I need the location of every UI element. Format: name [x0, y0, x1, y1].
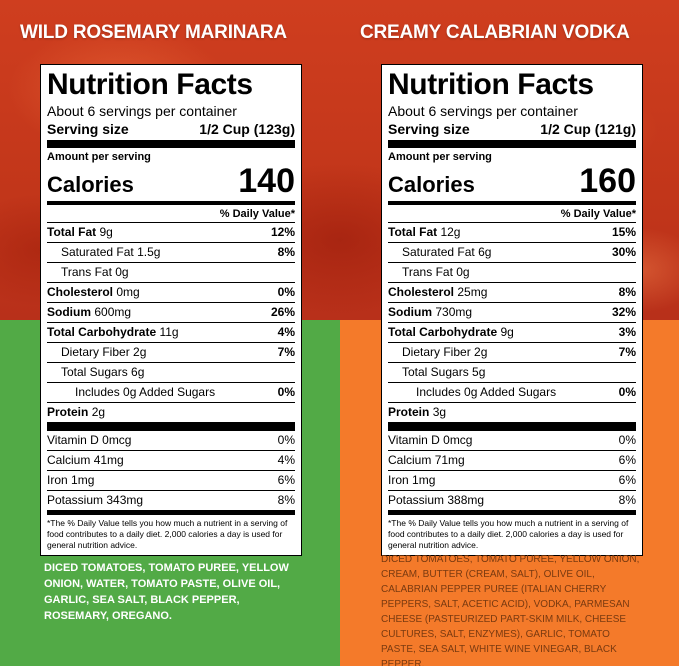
- amount-per-serving: Amount per serving: [388, 151, 492, 163]
- nutrient-row-added-sugars: Includes 0g Added Sugars 0%: [47, 383, 295, 403]
- serving-size-row: Serving size 1/2 Cup (121g): [388, 120, 636, 138]
- nutrition-label-vodka: Nutrition Facts About 6 servings per con…: [381, 64, 643, 556]
- nutrient-row-total-sugars: Total Sugars 5g: [388, 363, 636, 383]
- product-heading-marinara: WILD ROSEMARY MARINARA: [20, 22, 287, 43]
- vitamin-row-potassium: Potassium 388mg 8%: [388, 491, 636, 511]
- vitamin-row-vitamin-d: Vitamin D 0mcg 0%: [47, 431, 295, 451]
- serving-size-row: Serving size 1/2 Cup (123g): [47, 120, 295, 138]
- thick-divider: [47, 140, 295, 148]
- nutrient-row-total-fat: Total Fat 12g 15%: [388, 223, 636, 243]
- nutrient-row-total-fat: Total Fat 9g 12%: [47, 223, 295, 243]
- nutrient-row-total-sugars: Total Sugars 6g: [47, 363, 295, 383]
- daily-value-footnote: *The % Daily Value tells you how much a …: [47, 518, 288, 550]
- daily-value-header: % Daily Value*: [47, 207, 295, 223]
- nutrition-label-marinara: Nutrition Facts About 6 servings per con…: [40, 64, 302, 556]
- serving-size-value: 1/2 Cup (123g): [199, 121, 295, 137]
- nutrient-row-protein: Protein 2g: [47, 403, 295, 423]
- thick-divider: [388, 140, 636, 148]
- amount-per-serving: Amount per serving: [47, 151, 151, 163]
- medium-divider: [47, 511, 295, 515]
- calories-label: Calories: [47, 172, 134, 197]
- nutrient-row-sodium: Sodium 730mg 32%: [388, 303, 636, 323]
- vitamin-row-iron: Iron 1mg 6%: [388, 471, 636, 491]
- calories-value: 140: [238, 162, 295, 200]
- nutrient-row-cholesterol: Cholesterol 25mg 8%: [388, 283, 636, 303]
- nutrient-row-saturated-fat: Saturated Fat 1.5g 8%: [47, 243, 295, 263]
- nutrition-facts-title: Nutrition Facts: [47, 68, 253, 101]
- nutrient-row-trans-fat: Trans Fat 0g: [47, 263, 295, 283]
- thick-divider: [388, 423, 636, 431]
- nutrient-row-dietary-fiber: Dietary Fiber 2g 7%: [388, 343, 636, 363]
- daily-value-header: % Daily Value*: [388, 207, 636, 223]
- vitamin-row-calcium: Calcium 71mg 6%: [388, 451, 636, 471]
- nutrient-row-trans-fat: Trans Fat 0g: [388, 263, 636, 283]
- servings-per-container: About 6 servings per container: [388, 103, 578, 119]
- medium-divider: [388, 201, 636, 205]
- ingredients-vodka: DICED TOMATOES, TOMATO PUREE, YELLOW ONI…: [381, 554, 640, 666]
- nutrient-row-added-sugars: Includes 0g Added Sugars 0%: [388, 383, 636, 403]
- medium-divider: [47, 201, 295, 205]
- product-heading-vodka: CREAMY CALABRIAN VODKA: [360, 22, 630, 43]
- serving-size-label: Serving size: [388, 121, 470, 137]
- calories-row: Calories 160: [388, 164, 636, 198]
- calories-label: Calories: [388, 172, 475, 197]
- nutrient-row-total-carbohydrate: Total Carbohydrate 9g 3%: [388, 323, 636, 343]
- nutrient-row-cholesterol: Cholesterol 0mg 0%: [47, 283, 295, 303]
- nutrition-facts-title: Nutrition Facts: [388, 68, 594, 101]
- calories-value: 160: [579, 162, 636, 200]
- daily-value-footnote: *The % Daily Value tells you how much a …: [388, 518, 629, 550]
- servings-per-container: About 6 servings per container: [47, 103, 237, 119]
- nutrient-row-saturated-fat: Saturated Fat 6g 30%: [388, 243, 636, 263]
- vitamin-row-calcium: Calcium 41mg 4%: [47, 451, 295, 471]
- calories-row: Calories 140: [47, 164, 295, 198]
- vitamin-row-vitamin-d: Vitamin D 0mcg 0%: [388, 431, 636, 451]
- nutrient-row-protein: Protein 3g: [388, 403, 636, 423]
- nutrient-row-total-carbohydrate: Total Carbohydrate 11g 4%: [47, 323, 295, 343]
- vitamin-row-iron: Iron 1mg 6%: [47, 471, 295, 491]
- medium-divider: [388, 511, 636, 515]
- thick-divider: [47, 423, 295, 431]
- serving-size-value: 1/2 Cup (121g): [540, 121, 636, 137]
- nutrient-row-sodium: Sodium 600mg 26%: [47, 303, 295, 323]
- vitamin-row-potassium: Potassium 343mg 8%: [47, 491, 295, 511]
- serving-size-label: Serving size: [47, 121, 129, 137]
- nutrient-row-dietary-fiber: Dietary Fiber 2g 7%: [47, 343, 295, 363]
- ingredients-marinara: DICED TOMATOES, TOMATO PUREE, YELLOW ONI…: [44, 562, 289, 622]
